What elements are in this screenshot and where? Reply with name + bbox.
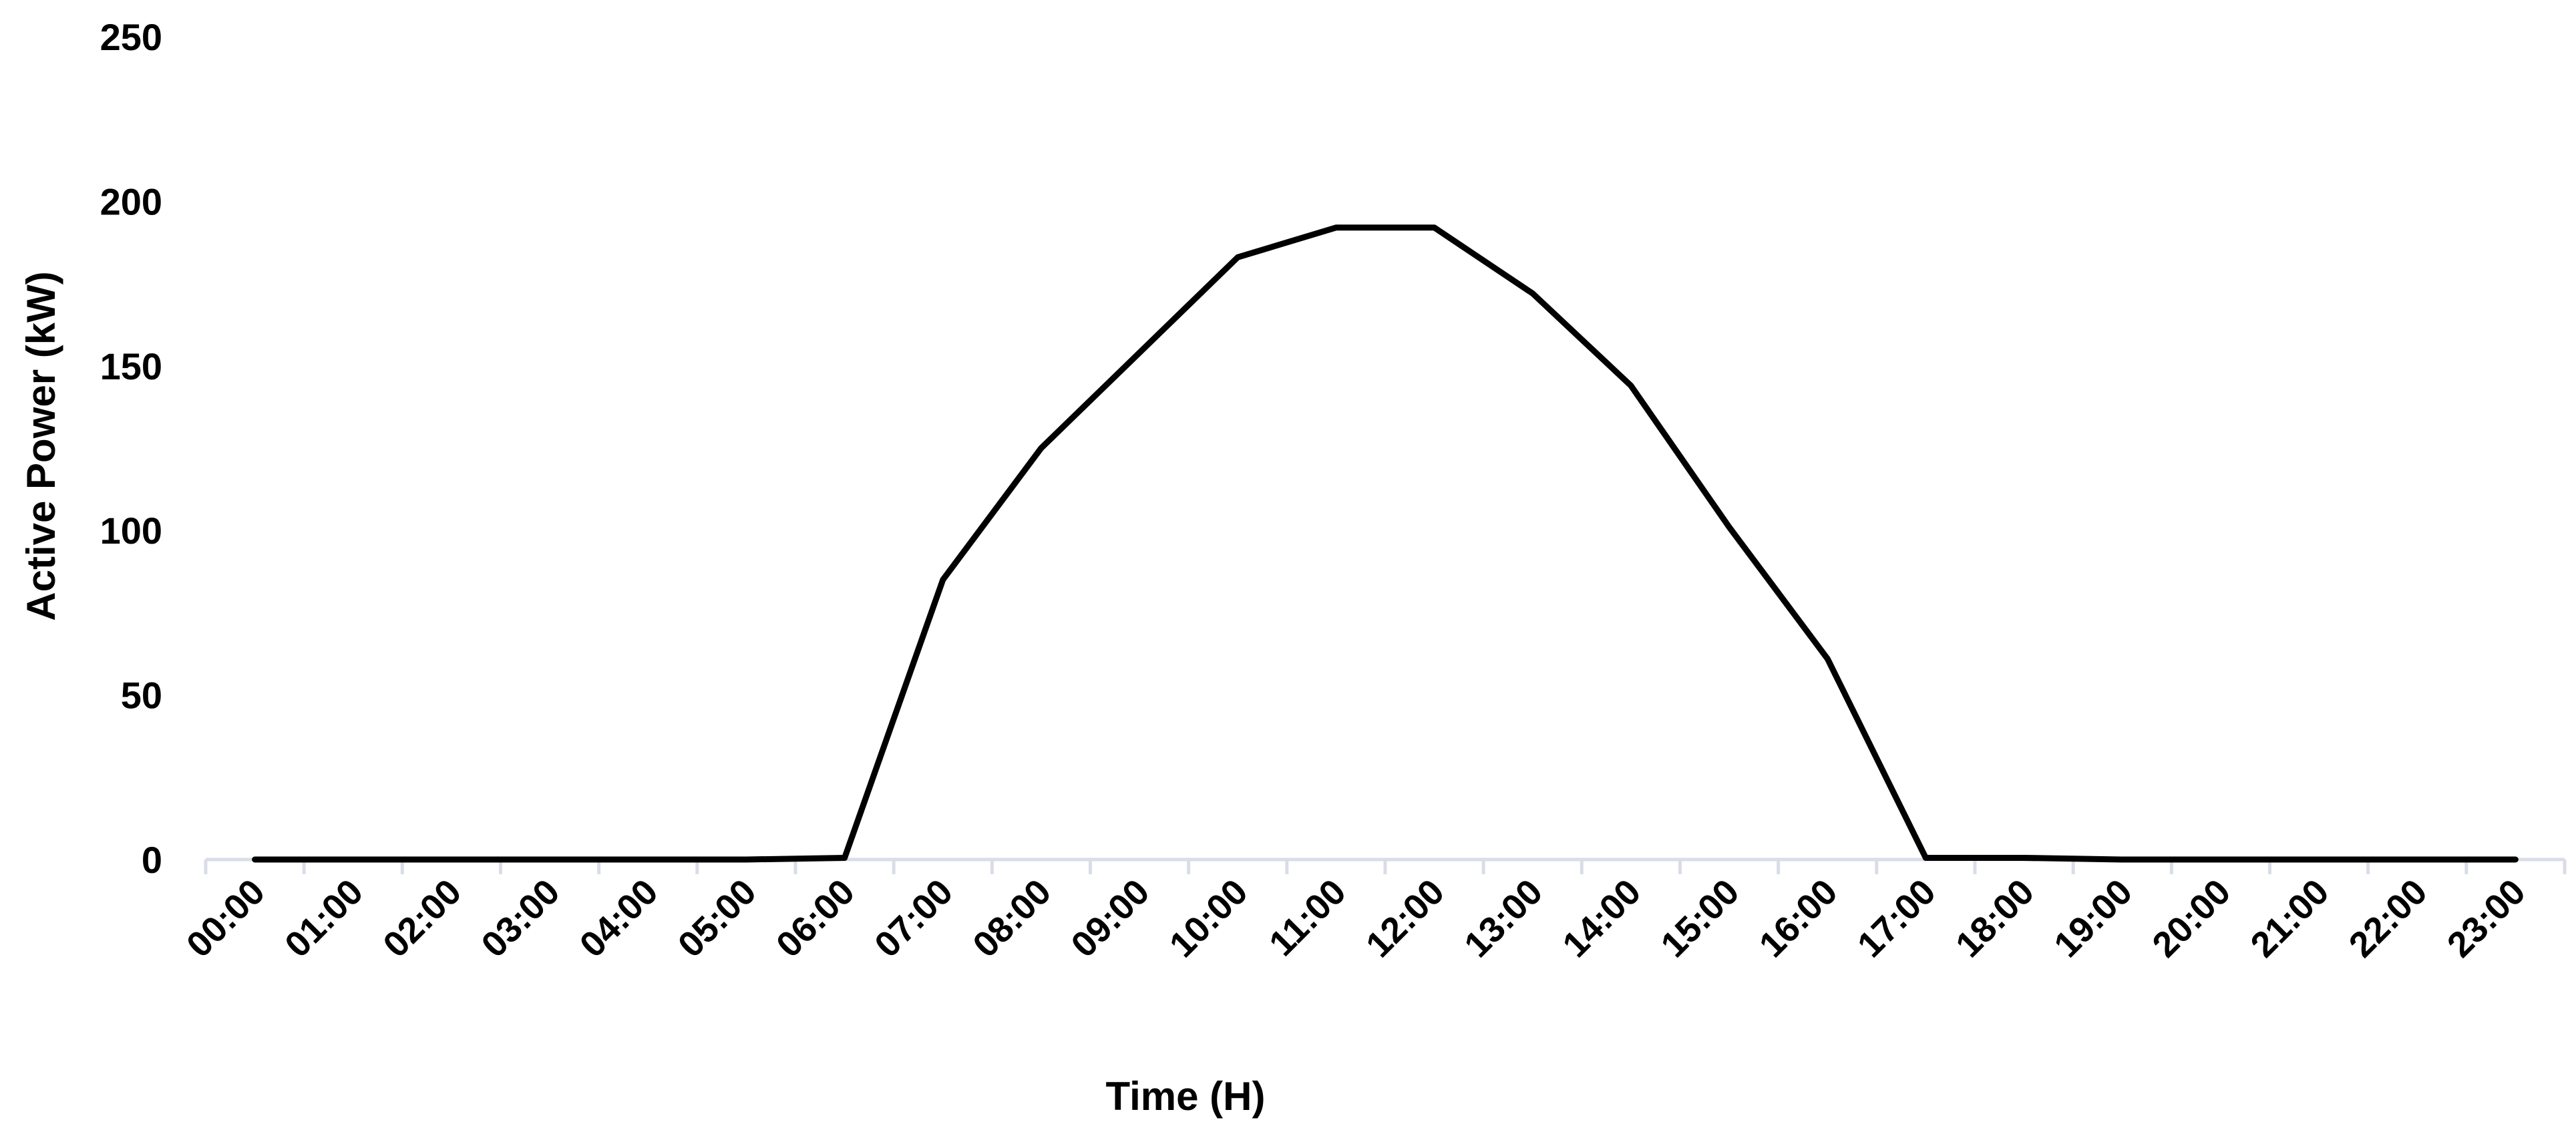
x-tick-label: 16:00 xyxy=(1752,872,1845,965)
y-tick-label: 100 xyxy=(100,510,162,552)
data-point xyxy=(2316,857,2322,862)
data-point xyxy=(1923,856,1928,861)
data-point xyxy=(2120,857,2125,862)
x-tick-label: 15:00 xyxy=(1653,872,1746,965)
x-tick-label: 04:00 xyxy=(572,872,666,965)
x-axis-title: Time (H) xyxy=(1106,1074,1266,1119)
x-tick-label: 10:00 xyxy=(1162,872,1256,965)
data-point xyxy=(1137,350,1142,355)
data-point xyxy=(2218,857,2223,862)
data-point xyxy=(1039,445,1044,451)
x-tick-label: 23:00 xyxy=(2440,872,2533,965)
y-tick-label: 0 xyxy=(142,839,162,881)
x-axis-ticks: 00:00 01:00 02:00 03:00 04:00 05:00 06:00 07:00… xyxy=(179,860,2567,965)
x-tick-label: 21:00 xyxy=(2243,872,2336,965)
x-tick-label: 08:00 xyxy=(965,872,1059,965)
y-axis-title: Active Power (kW) xyxy=(19,271,63,620)
data-point xyxy=(1825,656,1830,661)
x-tick-label: 02:00 xyxy=(375,872,469,965)
x-tick-label: 06:00 xyxy=(769,872,862,965)
series-line-active-power xyxy=(252,224,2519,863)
data-point xyxy=(1235,254,1240,260)
x-tick-label: 03:00 xyxy=(474,872,567,965)
data-point xyxy=(940,577,946,582)
data-point xyxy=(2414,857,2420,862)
data-point xyxy=(547,857,552,862)
x-tick-label: 12:00 xyxy=(1358,872,1452,965)
data-point xyxy=(1530,291,1535,296)
y-tick-label: 250 xyxy=(100,16,162,58)
data-point xyxy=(1432,225,1437,230)
x-tick-label: 01:00 xyxy=(277,872,371,965)
data-point xyxy=(351,857,356,862)
y-tick-label: 150 xyxy=(100,345,162,387)
x-tick-label: 20:00 xyxy=(2145,872,2238,965)
data-point xyxy=(449,857,454,862)
data-point xyxy=(1333,225,1338,230)
x-tick-label: 14:00 xyxy=(1555,872,1648,965)
x-tick-label: 07:00 xyxy=(867,872,960,965)
data-point xyxy=(743,857,749,862)
data-point xyxy=(252,857,258,862)
x-tick-label: 19:00 xyxy=(2046,872,2140,965)
x-tick-label: 00:00 xyxy=(179,872,272,965)
x-tick-label: 05:00 xyxy=(671,872,764,965)
x-tick-label: 18:00 xyxy=(1948,872,2042,965)
data-point xyxy=(2513,857,2518,862)
data-point xyxy=(1628,383,1634,388)
x-tick-label: 13:00 xyxy=(1457,872,1550,965)
series xyxy=(252,224,2519,863)
y-tick-label: 50 xyxy=(121,675,162,717)
x-tick-label: 17:00 xyxy=(1850,872,1944,965)
x-tick-label: 09:00 xyxy=(1063,872,1157,965)
y-axis-ticks: 0 50 100 150 200 250 xyxy=(100,16,162,881)
data-point xyxy=(2022,856,2027,861)
x-tick-label: 22:00 xyxy=(2342,872,2435,965)
data-point xyxy=(645,857,651,862)
x-tick-label: 11:00 xyxy=(1262,872,1354,964)
y-tick-label: 200 xyxy=(100,180,162,222)
data-point xyxy=(842,856,848,861)
data-point xyxy=(1726,524,1732,530)
